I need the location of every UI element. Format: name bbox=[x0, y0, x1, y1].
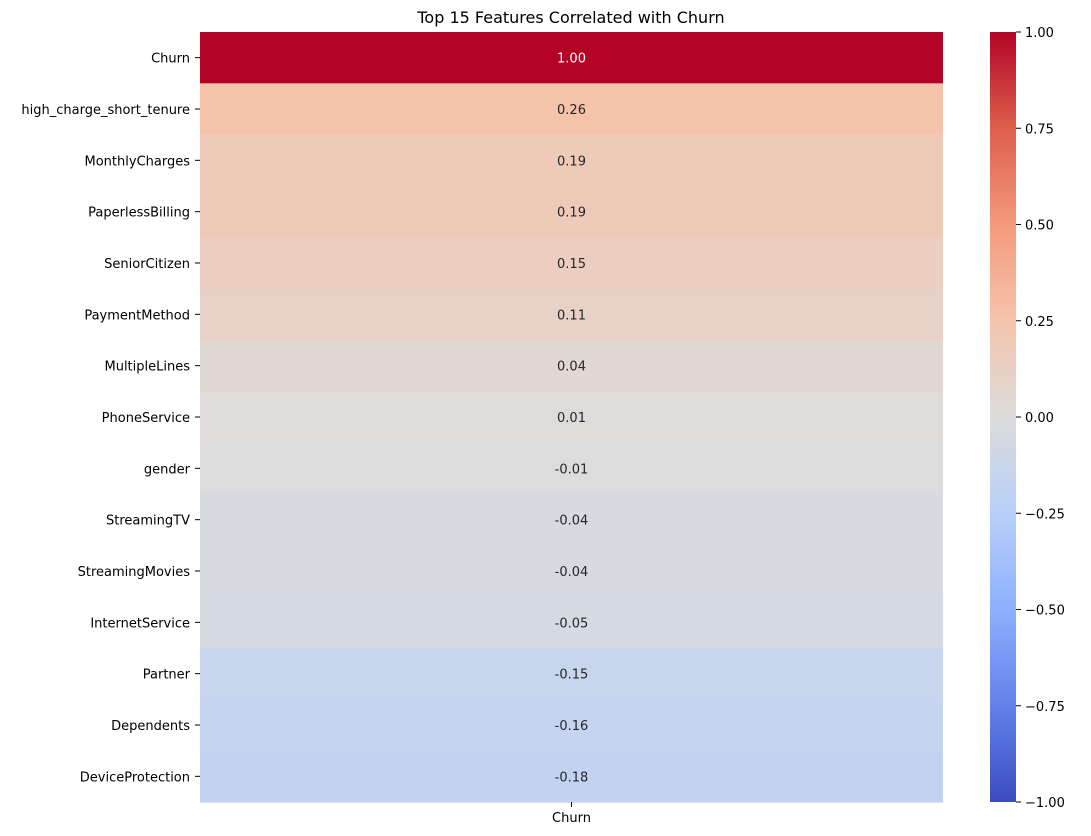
colorbar-tick-label: −0.75 bbox=[1025, 700, 1065, 715]
heatmap-cell bbox=[200, 32, 943, 84]
cell-value-label: 0.15 bbox=[557, 257, 586, 272]
chart-title: Top 15 Features Correlated with Churn bbox=[416, 8, 724, 27]
heatmap-cell bbox=[200, 83, 943, 136]
y-tick-label: PaperlessBilling bbox=[88, 206, 190, 221]
colorbar-tick-label: 0.00 bbox=[1025, 411, 1054, 426]
heatmap-cells bbox=[200, 32, 943, 803]
colorbar-tick-label: 0.75 bbox=[1025, 122, 1054, 137]
cell-value-label: -0.18 bbox=[555, 770, 589, 785]
heatmap-cell bbox=[200, 648, 943, 700]
colorbar: 1.00 0.75 0.50 0.25 0.00 −0.25 −0.50 −0.75 −1.00 bbox=[990, 26, 1065, 811]
colorbar-tick-label: 1.00 bbox=[1025, 26, 1054, 41]
heatmap-cell bbox=[200, 699, 943, 752]
heatmap-cell bbox=[200, 596, 943, 649]
cell-value-label: -0.15 bbox=[555, 668, 589, 683]
cell-value-label: 0.01 bbox=[557, 411, 586, 426]
heatmap-cell bbox=[200, 340, 943, 392]
heatmap-cell bbox=[200, 288, 943, 341]
cell-value-label: 0.11 bbox=[557, 308, 586, 323]
heatmap-cell bbox=[200, 391, 943, 444]
cell-value-label: 0.19 bbox=[557, 206, 586, 221]
y-tick-label: high_charge_short_tenure bbox=[21, 103, 190, 118]
heatmap-cell bbox=[200, 750, 943, 803]
colorbar-tick-label: 0.50 bbox=[1025, 219, 1054, 234]
y-tick-label: gender bbox=[144, 462, 191, 477]
cell-value-label: -0.04 bbox=[555, 514, 589, 529]
cell-value-label: 0.19 bbox=[557, 154, 586, 169]
cell-value-label: -0.04 bbox=[555, 565, 589, 580]
colorbar-tick-label: −0.50 bbox=[1025, 604, 1065, 619]
cell-value-label: 0.04 bbox=[557, 360, 586, 375]
y-tick-label: StreamingMovies bbox=[78, 565, 191, 580]
row-labels: Churn high_charge_short_tenure MonthlyChar… bbox=[21, 52, 200, 785]
y-tick-label: MultipleLines bbox=[104, 360, 190, 375]
y-tick-label: PhoneService bbox=[102, 411, 190, 426]
colorbar-tick-label: −1.00 bbox=[1025, 796, 1065, 811]
heatmap-cell bbox=[200, 186, 943, 238]
y-tick-label: Partner bbox=[143, 668, 191, 683]
y-tick-label: PaymentMethod bbox=[84, 308, 190, 323]
heatmap-cell bbox=[200, 237, 943, 290]
y-tick-label: InternetService bbox=[90, 616, 190, 631]
heatmap-cell bbox=[200, 494, 943, 546]
cell-value-label: 0.26 bbox=[557, 103, 586, 118]
y-tick-label: SeniorCitizen bbox=[104, 257, 190, 272]
colorbar-tick-label: −0.25 bbox=[1025, 507, 1065, 522]
y-tick-label: DeviceProtection bbox=[80, 770, 190, 785]
colorbar-gradient bbox=[990, 32, 1016, 802]
y-tick-label: Dependents bbox=[111, 719, 190, 734]
cell-value-label: -0.16 bbox=[555, 719, 589, 734]
cell-value-label: -0.05 bbox=[555, 616, 589, 631]
heatmap-cell bbox=[200, 442, 943, 495]
colorbar-tick-label: 0.25 bbox=[1025, 315, 1054, 330]
y-tick-label: Churn bbox=[151, 52, 190, 67]
cell-value-label: 1.00 bbox=[557, 52, 586, 67]
y-tick-label: MonthlyCharges bbox=[85, 154, 191, 169]
x-axis: Churn bbox=[552, 802, 591, 826]
heatmap-cell bbox=[200, 134, 943, 187]
heatmap-cell bbox=[200, 545, 943, 598]
cell-value-labels: 1.00 0.26 0.19 0.19 0.15 0.11 0.04 0.01 -0.01 -0.… bbox=[555, 52, 589, 786]
cell-value-label: -0.01 bbox=[555, 462, 589, 477]
y-tick-label: StreamingTV bbox=[106, 514, 190, 529]
x-tick-label: Churn bbox=[552, 811, 591, 826]
